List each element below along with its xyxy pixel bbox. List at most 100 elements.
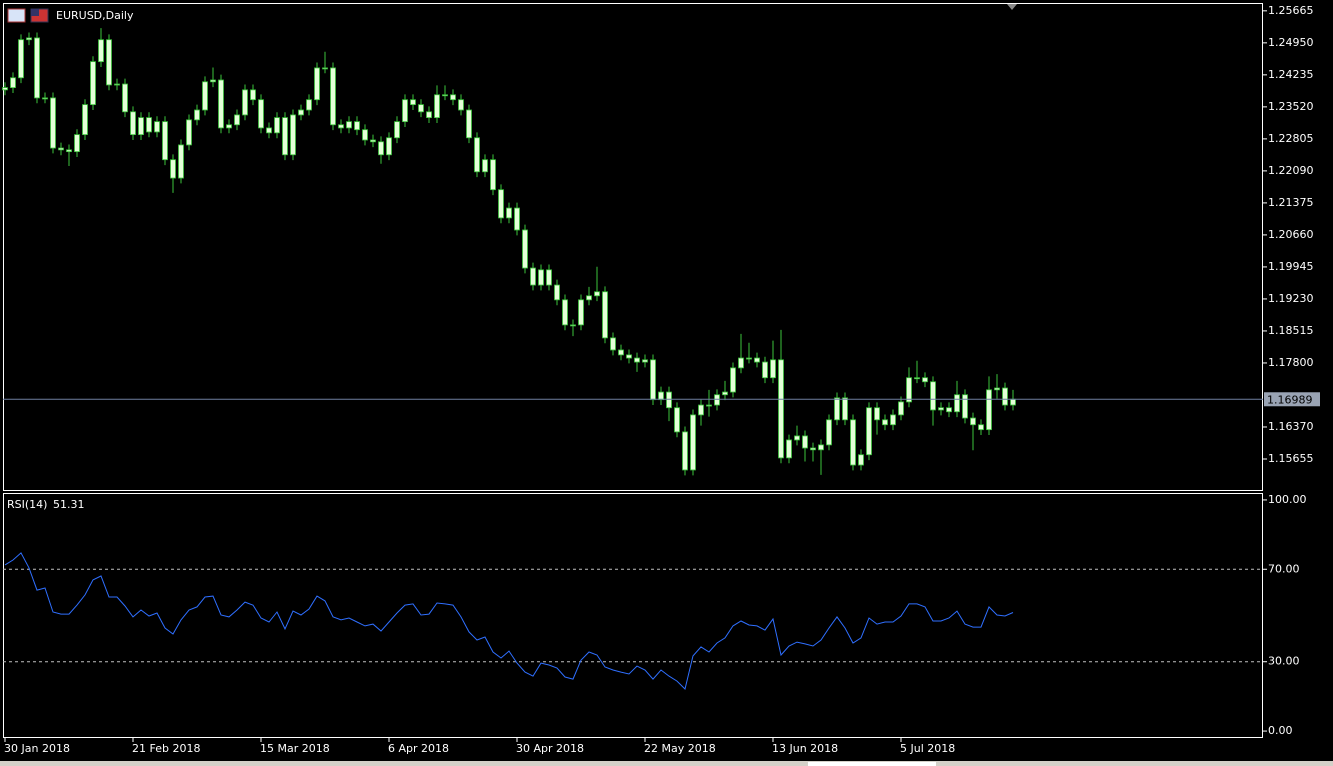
candle-body <box>490 159 496 191</box>
candle-body <box>690 414 696 471</box>
candle-body <box>658 391 664 401</box>
candle-body <box>674 407 680 433</box>
candle-body <box>530 267 536 286</box>
candle-body <box>602 291 608 339</box>
candle-body <box>186 119 192 146</box>
candle-body <box>834 397 840 421</box>
y-tick-label: 1.24950 <box>1268 36 1314 49</box>
candle-body <box>730 367 736 393</box>
candle-body <box>82 104 88 136</box>
candle-body <box>154 121 160 133</box>
candle-body <box>50 97 56 149</box>
candle-body <box>506 207 512 219</box>
candle-body <box>114 83 120 86</box>
candle-body <box>322 67 328 70</box>
candle-body <box>562 299 568 326</box>
candle-body <box>1002 387 1008 406</box>
candle-body <box>66 149 72 153</box>
candle-body <box>738 357 744 369</box>
candle-body <box>986 389 992 431</box>
candle-body <box>522 229 528 269</box>
candle-body <box>842 397 848 421</box>
candle-body <box>794 435 800 441</box>
candle-body <box>370 139 376 143</box>
candle-body <box>450 94 456 101</box>
candle-body <box>978 424 984 431</box>
candle-body <box>858 454 864 466</box>
candle-body <box>234 114 240 126</box>
candle-body <box>338 124 344 129</box>
candle-body <box>26 37 32 41</box>
candle-body <box>394 121 400 139</box>
y-tick-label: 1.18515 <box>1268 324 1314 337</box>
candle-body <box>410 99 416 106</box>
candle-body <box>906 377 912 403</box>
x-tick-label: 30 Jan 2018 <box>4 742 70 755</box>
current-price-label: 1.16989 <box>1267 393 1313 406</box>
candle-body <box>970 417 976 426</box>
tab[interactable] <box>808 762 936 766</box>
candle-body <box>962 394 968 419</box>
x-tick-label: 15 Mar 2018 <box>260 742 330 755</box>
candle-body <box>362 129 368 141</box>
y-tick-label: 1.16370 <box>1268 420 1314 433</box>
y-tick-label: 1.24235 <box>1268 68 1314 81</box>
y-tick-label: 100.00 <box>1268 493 1307 506</box>
y-tick-label: 1.20660 <box>1268 228 1314 241</box>
candle-body <box>474 137 480 173</box>
candle-body <box>698 404 704 416</box>
candle-body <box>874 407 880 421</box>
candle-body <box>458 99 464 111</box>
candle-body <box>106 39 112 86</box>
y-tick-label: 1.22090 <box>1268 164 1314 177</box>
candle-body <box>298 109 304 116</box>
candle-body <box>938 407 944 411</box>
candle-body <box>378 141 384 156</box>
candle-body <box>618 349 624 356</box>
y-tick-label: 1.19945 <box>1268 260 1314 273</box>
candle-body <box>346 121 352 129</box>
candle-body <box>18 39 24 79</box>
candle-body <box>226 124 232 129</box>
candle-body <box>90 61 96 106</box>
x-tick-label: 22 May 2018 <box>644 742 716 755</box>
candle-body <box>626 354 632 359</box>
candle-body <box>746 357 752 360</box>
candle-body <box>538 269 544 286</box>
candle-body <box>666 391 672 409</box>
y-tick-label: 0.00 <box>1268 724 1293 737</box>
candle-body <box>282 117 288 156</box>
candle-body <box>722 391 728 396</box>
candle-body <box>250 89 256 101</box>
candle-body <box>498 189 504 219</box>
candle-body <box>442 94 448 97</box>
candle-body <box>258 99 264 129</box>
price-frame <box>3 3 1263 491</box>
candle-body <box>778 359 784 459</box>
candle-body <box>202 81 208 111</box>
candle-body <box>634 357 640 363</box>
candle-body <box>146 117 152 133</box>
chart-title: EURUSD,Daily <box>56 9 134 22</box>
y-tick-label: 70.00 <box>1268 562 1300 575</box>
y-tick-label: 1.22805 <box>1268 132 1314 145</box>
candle-body <box>682 431 688 471</box>
candle-body <box>866 407 872 456</box>
candle-body <box>10 77 16 89</box>
y-tick-label: 30.00 <box>1268 655 1300 668</box>
candle-body <box>994 387 1000 391</box>
candle-body <box>650 359 656 401</box>
candle-body <box>810 447 816 451</box>
candle-body <box>642 359 648 363</box>
candle-body <box>714 394 720 406</box>
shift-marker[interactable] <box>1007 4 1017 10</box>
candle-body <box>930 381 936 411</box>
candle-body <box>426 111 432 119</box>
x-tick-label: 30 Apr 2018 <box>516 742 584 755</box>
indicator-value: 51.31 <box>53 498 85 511</box>
candle-body <box>1010 398 1016 406</box>
candle-body <box>2 87 8 91</box>
y-tick-label: 1.21375 <box>1268 196 1314 209</box>
